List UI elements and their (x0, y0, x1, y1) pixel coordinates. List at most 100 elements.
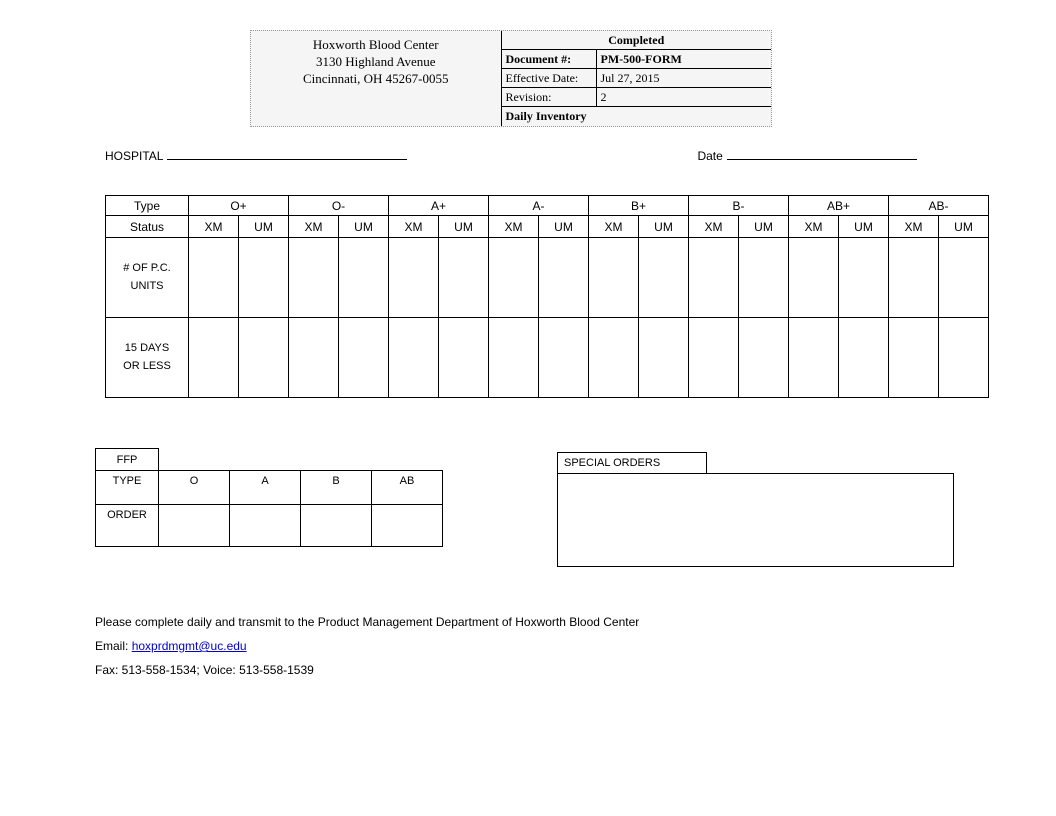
cell[interactable] (239, 238, 289, 318)
doc-meta-block: Completed Document #: PM-500-FORM Effect… (501, 31, 771, 126)
input-fields-row: HOSPITAL Date (105, 145, 945, 163)
bloodtype-header: A- (489, 196, 589, 216)
eff-date-label: Effective Date: (502, 69, 597, 87)
xm-header: XM (889, 216, 939, 238)
cell[interactable] (939, 318, 989, 398)
footer-fax-voice: Fax: 513-558-1534; Voice: 513-558-1539 (95, 658, 639, 682)
ffp-order-label: ORDER (96, 505, 159, 547)
ffp-type: B (301, 471, 372, 505)
bloodtype-header: AB+ (789, 196, 889, 216)
um-header: UM (339, 216, 389, 238)
cell[interactable] (689, 238, 739, 318)
cell[interactable] (889, 238, 939, 318)
um-header: UM (539, 216, 589, 238)
xm-header: XM (289, 216, 339, 238)
org-address-1: 3130 Highland Avenue (251, 54, 501, 71)
doc-status: Completed (502, 31, 771, 50)
um-header: UM (239, 216, 289, 238)
cell[interactable] (339, 318, 389, 398)
cell[interactable] (289, 238, 339, 318)
bloodtype-header: A+ (389, 196, 489, 216)
ffp-title: FFP (96, 449, 159, 471)
document-header-box: Hoxworth Blood Center 3130 Highland Aven… (250, 30, 772, 127)
date-input[interactable] (727, 145, 917, 160)
xm-header: XM (589, 216, 639, 238)
footer-block: Please complete daily and transmit to th… (95, 610, 639, 682)
cell[interactable] (789, 238, 839, 318)
email-link[interactable]: hoxprdmgmt@uc.edu (132, 639, 247, 653)
org-name: Hoxworth Blood Center (251, 37, 501, 54)
cell[interactable] (439, 238, 489, 318)
bloodtype-header: AB- (889, 196, 989, 216)
special-orders-input[interactable] (557, 473, 954, 567)
special-orders-box: SPECIAL ORDERS (557, 452, 952, 567)
ffp-type-label: TYPE (96, 471, 159, 505)
cell[interactable] (489, 238, 539, 318)
cell[interactable] (389, 318, 439, 398)
um-header: UM (639, 216, 689, 238)
cell[interactable] (739, 238, 789, 318)
email-label: Email: (95, 639, 132, 653)
cell[interactable] (189, 318, 239, 398)
cell[interactable] (339, 238, 389, 318)
revision-value: 2 (597, 88, 607, 106)
cell[interactable] (739, 318, 789, 398)
um-header: UM (439, 216, 489, 238)
doc-num-value: PM-500-FORM (597, 50, 682, 68)
xm-header: XM (489, 216, 539, 238)
org-address-block: Hoxworth Blood Center 3130 Highland Aven… (251, 31, 501, 126)
cell[interactable] (839, 318, 889, 398)
doc-title: Daily Inventory (502, 107, 771, 125)
ffp-type: AB (372, 471, 443, 505)
cell[interactable] (239, 318, 289, 398)
eff-date-value: Jul 27, 2015 (597, 69, 660, 87)
status-header: Status (106, 216, 189, 238)
bloodtype-header: B+ (589, 196, 689, 216)
cell[interactable] (789, 318, 839, 398)
cell[interactable] (539, 318, 589, 398)
footer-instructions: Please complete daily and transmit to th… (95, 610, 639, 634)
cell[interactable] (539, 238, 589, 318)
ffp-table: FFP TYPE O A B AB ORDER (95, 448, 443, 547)
revision-label: Revision: (502, 88, 597, 106)
cell[interactable] (689, 318, 739, 398)
bloodtype-header: B- (689, 196, 789, 216)
ffp-type: O (159, 471, 230, 505)
15days-label: 15 DAYS OR LESS (106, 318, 189, 398)
cell[interactable] (639, 238, 689, 318)
cell[interactable] (839, 238, 889, 318)
xm-header: XM (389, 216, 439, 238)
xm-header: XM (789, 216, 839, 238)
footer-email-line: Email: hoxprdmgmt@uc.edu (95, 634, 639, 658)
cell[interactable] (639, 318, 689, 398)
hospital-input[interactable] (167, 145, 407, 160)
date-label: Date (697, 149, 722, 163)
org-address-2: Cincinnati, OH 45267-0055 (251, 71, 501, 88)
type-header: Type (106, 196, 189, 216)
pc-units-label: # OF P.C. UNITS (106, 238, 189, 318)
cell[interactable] (589, 238, 639, 318)
cell[interactable] (189, 238, 239, 318)
cell[interactable] (939, 238, 989, 318)
ffp-cell[interactable] (372, 505, 443, 547)
bloodtype-header: O- (289, 196, 389, 216)
ffp-cell[interactable] (230, 505, 301, 547)
doc-num-label: Document #: (502, 50, 597, 68)
cell[interactable] (289, 318, 339, 398)
cell[interactable] (589, 318, 639, 398)
ffp-cell[interactable] (301, 505, 372, 547)
cell[interactable] (889, 318, 939, 398)
ffp-cell[interactable] (159, 505, 230, 547)
hospital-label: HOSPITAL (105, 149, 163, 163)
xm-header: XM (189, 216, 239, 238)
special-orders-title: SPECIAL ORDERS (557, 452, 707, 474)
cell[interactable] (389, 238, 439, 318)
inventory-table: Type O+ O- A+ A- B+ B- AB+ AB- Status XM… (105, 195, 989, 398)
cell[interactable] (439, 318, 489, 398)
um-header: UM (939, 216, 989, 238)
um-header: UM (839, 216, 889, 238)
um-header: UM (739, 216, 789, 238)
ffp-type: A (230, 471, 301, 505)
bloodtype-header: O+ (189, 196, 289, 216)
cell[interactable] (489, 318, 539, 398)
